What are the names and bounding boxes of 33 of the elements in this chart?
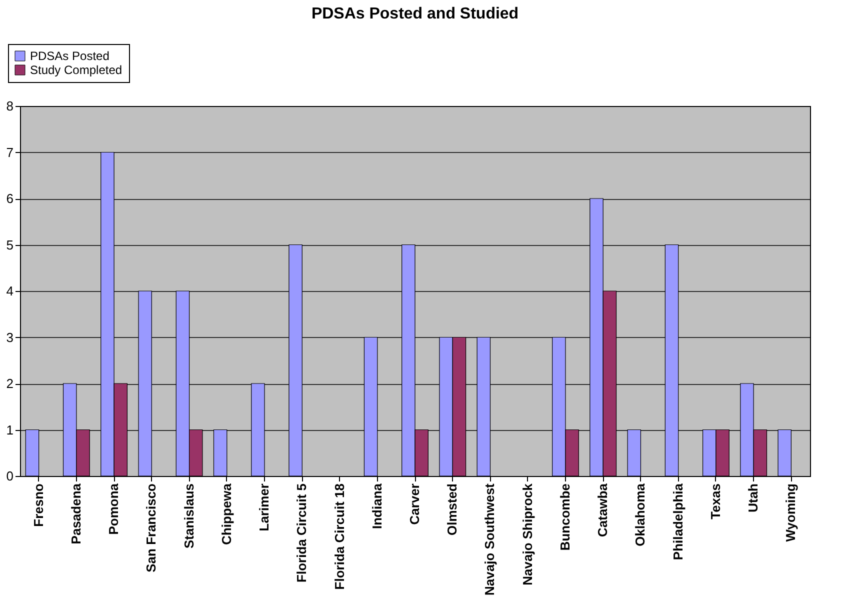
x-tick-label: Florida Circuit 18: [332, 484, 347, 590]
y-tick-label: 8: [6, 98, 14, 114]
y-tick-label: 0: [6, 468, 14, 484]
x-tick-label: Carver: [407, 484, 422, 525]
x-tick-label: Oklahoma: [632, 482, 648, 546]
x-tick-label: Chippewa: [218, 482, 234, 545]
x-tick-label: Texas: [708, 484, 723, 520]
x-tick-label: Fresno: [30, 483, 46, 527]
chart-title: PDSAs Posted and Studied: [311, 6, 519, 22]
x-tick-label: Pasadena: [68, 482, 84, 544]
x-tick-label: Indiana: [369, 482, 384, 530]
x-tick-label: Larimer: [256, 484, 272, 532]
x-tick-label: Stanislaus: [181, 484, 196, 549]
x-tick-label: Buncombe: [557, 484, 572, 551]
x-tick-label: Philadelphia: [670, 482, 686, 560]
x-tick-label: Florida Circuit 5: [294, 484, 310, 582]
y-tick-label: 3: [6, 330, 14, 345]
legend-label: Study Completed: [30, 63, 122, 77]
x-tick-label: Olmsted: [444, 483, 460, 536]
x-tick-label: Wyoming: [783, 483, 798, 542]
legend-label: PDSAs Posted: [30, 49, 110, 63]
y-tick-label: 5: [6, 237, 14, 252]
y-tick-label: 6: [6, 191, 14, 206]
x-tick-label: Catawba: [595, 482, 610, 537]
x-tick-label: Navajo Shiprock: [520, 482, 535, 586]
y-tick-label: 2: [6, 376, 14, 391]
x-tick-label: San Francisco: [144, 483, 159, 572]
x-tick-label: Utah: [746, 483, 761, 512]
y-tick-label: 7: [6, 144, 14, 160]
y-tick-label: 4: [6, 284, 14, 298]
y-tick-label: 1: [6, 422, 14, 438]
x-tick-label: Navajo Southwest: [482, 482, 498, 596]
x-tick-label: Pomona: [106, 482, 122, 535]
